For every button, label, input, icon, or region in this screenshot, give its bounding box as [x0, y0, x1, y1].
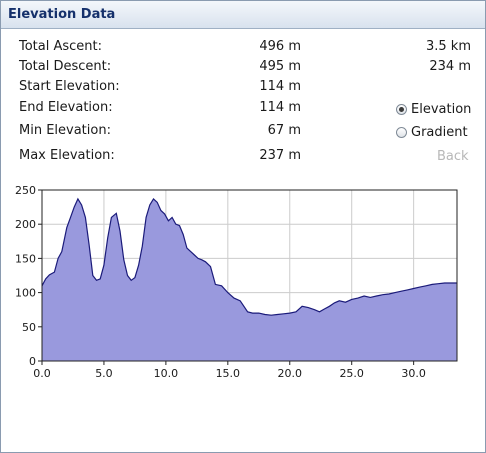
elevation-area — [42, 198, 457, 361]
gradient-radio[interactable] — [396, 127, 407, 138]
total-ascent-label: Total Ascent: — [19, 39, 103, 54]
gradient-option[interactable]: Gradient — [396, 125, 468, 140]
y-tick-label: 200 — [15, 218, 36, 231]
x-tick-label: 10.0 — [154, 367, 179, 380]
elevation-line — [41, 197, 457, 316]
chart-axis-ticks: 0.0 5.0 10.0 15.0 20.0 25.0 30.0 0 50 100 150 200 25… — [15, 184, 426, 380]
elevation-option[interactable]: Elevation — [396, 102, 471, 117]
back-button[interactable]: Back — [437, 149, 469, 164]
total-descent-label: Total Descent: — [19, 59, 112, 74]
elevation-radio[interactable] — [396, 104, 407, 115]
min-elevation-value: 67 m — [267, 123, 301, 138]
secondary-distance-value: 234 m — [429, 59, 471, 74]
y-tick-label: 50 — [22, 321, 36, 334]
max-elevation-value: 237 m — [259, 148, 301, 163]
x-tick-label: 5.0 — [95, 367, 113, 380]
panel-header: Elevation Data — [1, 1, 485, 29]
x-tick-label: 20.0 — [278, 367, 303, 380]
max-elevation-label: Max Elevation: — [19, 148, 115, 163]
y-tick-label: 100 — [15, 287, 36, 300]
x-tick-label: 30.0 — [401, 367, 426, 380]
start-elevation-value: 114 m — [259, 79, 301, 94]
y-tick-label: 250 — [15, 184, 36, 197]
y-tick-label: 0 — [29, 355, 36, 368]
chart-frame — [41, 189, 458, 362]
x-tick-label: 25.0 — [339, 367, 364, 380]
total-distance-value: 3.5 km — [426, 39, 471, 54]
elevation-radio-label[interactable]: Elevation — [411, 102, 472, 117]
x-tick-label: 0.0 — [33, 367, 51, 380]
min-elevation-label: Min Elevation: — [19, 123, 111, 138]
total-descent-value: 495 m — [259, 59, 301, 74]
gradient-radio-label[interactable]: Gradient — [411, 125, 468, 140]
y-tick-label: 150 — [15, 252, 36, 265]
panel-title: Elevation Data — [8, 7, 116, 22]
x-tick-label: 15.0 — [216, 367, 241, 380]
start-elevation-label: Start Elevation: — [19, 79, 120, 94]
end-elevation-value: 114 m — [259, 100, 301, 115]
elevation-chart: 0.0 5.0 10.0 15.0 20.0 25.0 30.0 0 50 100 150 200 25… — [15, 184, 458, 380]
total-ascent-value: 496 m — [259, 39, 301, 54]
end-elevation-label: End Elevation: — [19, 100, 113, 115]
